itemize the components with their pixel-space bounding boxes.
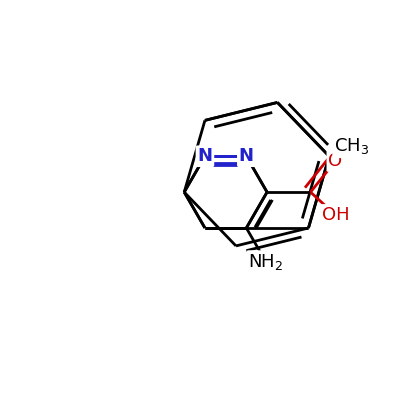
Text: OH: OH [322, 206, 349, 224]
Text: NH$_2$: NH$_2$ [248, 252, 284, 272]
Text: N: N [239, 147, 254, 165]
Text: O: O [328, 152, 342, 170]
Text: CH$_3$: CH$_3$ [334, 136, 369, 156]
Text: N: N [198, 147, 212, 165]
